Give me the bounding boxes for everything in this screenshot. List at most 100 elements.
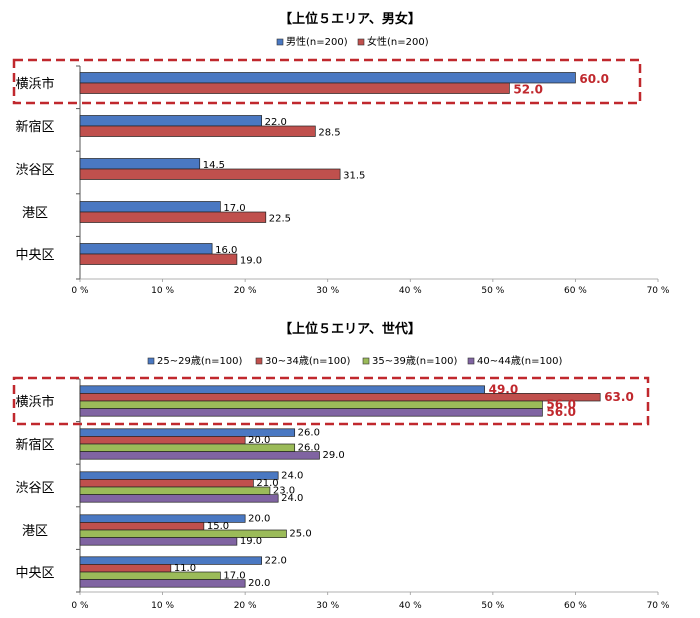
chart2-data-label: 20.0	[248, 435, 270, 446]
chart2-highlight-box	[12, 376, 650, 426]
chart2-title: 【上位５エリア、世代】	[279, 321, 421, 337]
chart2-x-tick-label: 20 %	[234, 601, 257, 611]
chart1-title: 【上位５エリア、男女】	[279, 11, 421, 27]
chart2-bar-1	[79, 471, 279, 480]
chart2-legend-swatch-3	[362, 357, 370, 365]
chart2-data-label: 20.0	[248, 578, 270, 589]
chart1-category-label: 中央区	[15, 248, 54, 263]
chart1-category-label: 港区	[22, 206, 48, 221]
chart2-data-label: 26.0	[298, 427, 320, 438]
chart1-highlight-box	[12, 58, 642, 105]
chart1-bar-1	[79, 115, 263, 127]
chart2-bar-2	[79, 564, 172, 573]
chart2-bar-3	[79, 571, 221, 580]
chart2-legend-swatch-1	[147, 357, 155, 365]
chart2-legend-label-1: 25~29歳(n=100)	[157, 355, 243, 367]
chart2-category-label: 港区	[22, 524, 48, 539]
chart2-x-tick-label: 60 %	[564, 601, 587, 611]
chart2-x-tick-label: 70 %	[647, 601, 670, 611]
chart2-bar-3	[79, 486, 271, 495]
chart1-bar-2	[79, 211, 267, 223]
chart1-x-tick-label: 10 %	[151, 286, 174, 296]
chart1-data-label: 17.0	[223, 203, 245, 214]
chart1-legend-swatch-1	[276, 38, 284, 46]
chart1-data-label: 22.5	[269, 214, 291, 225]
chart1-data-label: 52.0	[513, 83, 543, 97]
chart2-data-label: 23.0	[273, 486, 295, 497]
chart1-bar-1	[79, 72, 576, 84]
chart2-legend-swatch-2	[255, 357, 263, 365]
chart2-bar-3	[79, 443, 296, 452]
chart2-data-label: 17.0	[223, 571, 245, 582]
chart1-x-tick-label: 60 %	[564, 286, 587, 296]
chart1-category-label: 横浜市	[15, 76, 54, 92]
chart1-legend-label-1: 男性(n=200)	[286, 35, 348, 48]
chart2-category-label: 渋谷区	[15, 481, 54, 496]
chart2-data-label: 56.0	[546, 405, 576, 419]
chart2-data-label: 24.0	[281, 493, 303, 504]
chart1-category-label: 渋谷区	[15, 163, 54, 178]
chart2-bar-2	[79, 522, 205, 531]
chart1-bar-1	[79, 201, 221, 213]
chart1-legend-swatch-2	[357, 38, 365, 46]
chart2-legend-label-4: 40~44歳(n=100)	[477, 355, 563, 367]
chart1-data-label: 19.0	[240, 256, 262, 267]
chart2-x-tick-label: 40 %	[399, 601, 422, 611]
chart1-bar-1	[79, 243, 213, 255]
chart1-bar-1	[79, 158, 201, 170]
chart2-bar-1	[79, 385, 485, 394]
chart2-bar-4	[79, 579, 246, 588]
chart1-bar-2	[79, 82, 510, 94]
chart1-x-tick-label: 50 %	[481, 286, 504, 296]
chart1-data-label: 14.5	[203, 160, 225, 171]
chart2-x-tick-label: 0 %	[71, 601, 89, 611]
chart2-x-tick-label: 30 %	[316, 601, 339, 611]
chart1-bar-2	[79, 125, 316, 137]
chart2-bar-4	[79, 494, 279, 503]
chart2-bar-1	[79, 556, 263, 565]
chart1-legend-label-2: 女性(n=200)	[367, 35, 429, 48]
chart1-bar-2	[79, 168, 341, 180]
chart1-x-tick-label: 20 %	[234, 286, 257, 296]
chart2-bar-2	[79, 479, 254, 488]
chart2-data-label: 19.0	[240, 536, 262, 547]
chart2-data-label: 56.0	[546, 398, 576, 412]
chart2-category-label: 新宿区	[15, 437, 54, 453]
chart2-data-label: 24.0	[281, 470, 303, 481]
chart2-x-tick-label: 50 %	[481, 601, 504, 611]
chart1-x-tick-label: 30 %	[316, 286, 339, 296]
chart2-bar-3	[79, 400, 543, 409]
chart2-data-label: 29.0	[322, 450, 344, 461]
chart2-data-label: 15.0	[207, 521, 229, 532]
chart1-bar-2	[79, 253, 238, 265]
chart2-category-label: 横浜市	[15, 394, 54, 410]
chart2-data-label: 26.0	[298, 443, 320, 454]
chart1-data-label: 22.0	[265, 117, 287, 128]
chart2-data-label: 20.0	[248, 513, 270, 524]
chart2-data-label: 21.0	[256, 478, 278, 489]
chart1-data-label: 28.5	[318, 128, 340, 139]
chart2-bar-2	[79, 393, 601, 402]
chart2-bar-2	[79, 436, 246, 445]
chart2-bar-4	[79, 537, 238, 546]
chart1-x-tick-label: 40 %	[399, 286, 422, 296]
chart2-category-label: 中央区	[15, 566, 54, 581]
chart2-data-label: 25.0	[289, 529, 311, 540]
chart1-category-label: 新宿区	[15, 119, 54, 135]
chart2-legend-label-2: 30~34歳(n=100)	[265, 355, 351, 367]
chart2-bar-4	[79, 408, 543, 417]
chart1-data-label: 16.0	[215, 245, 237, 256]
chart1-x-tick-label: 0 %	[71, 286, 89, 296]
chart2-data-label: 11.0	[174, 563, 196, 574]
chart1-data-label: 60.0	[579, 72, 609, 86]
chart2-data-label: 22.0	[265, 555, 287, 566]
chart2-x-tick-label: 10 %	[151, 601, 174, 611]
chart2-data-label: 63.0	[604, 390, 634, 404]
chart2-legend-label-3: 35~39歳(n=100)	[372, 355, 458, 367]
chart1-x-tick-label: 70 %	[647, 286, 670, 296]
chart2-data-label: 49.0	[489, 382, 519, 396]
chart2-legend-swatch-4	[467, 357, 475, 365]
chart2-bar-4	[79, 451, 320, 460]
chart1-data-label: 31.5	[343, 171, 365, 182]
